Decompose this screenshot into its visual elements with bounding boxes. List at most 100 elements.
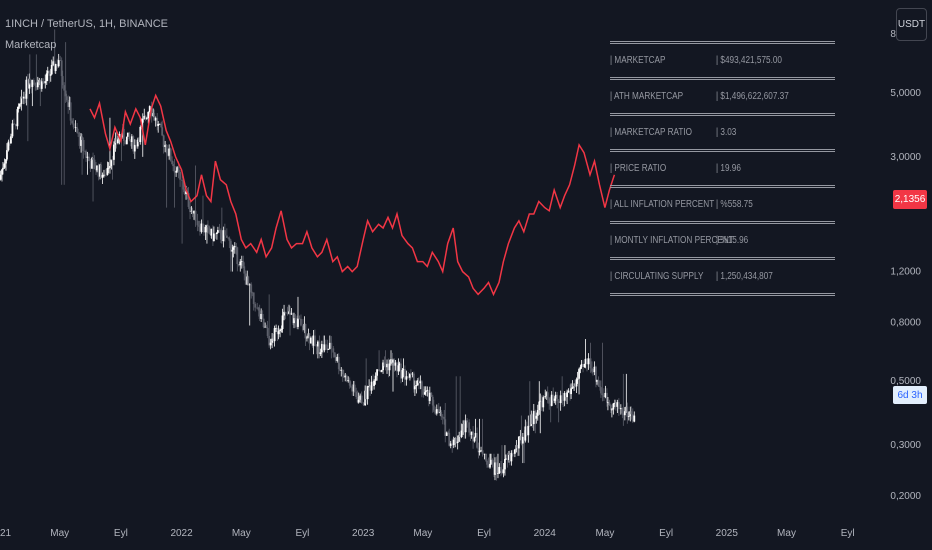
x-tick-label: Eyl <box>841 528 855 539</box>
candle-body <box>76 127 79 133</box>
candle-body <box>559 395 562 404</box>
candle-body <box>337 356 340 370</box>
candle-body <box>110 159 113 167</box>
candle-body <box>525 426 528 436</box>
candle-body <box>603 395 605 398</box>
candle-body <box>621 408 624 414</box>
candle-body <box>464 420 467 433</box>
candle-body <box>2 167 4 170</box>
candle-body <box>612 403 615 410</box>
candle-body <box>544 396 547 398</box>
candle-body <box>302 325 304 331</box>
candle-body <box>502 469 505 474</box>
candle-body <box>380 370 383 372</box>
candle-body <box>608 402 611 406</box>
candle-body <box>565 393 568 398</box>
candle-body <box>39 79 42 89</box>
candle-body <box>584 358 587 364</box>
candle-body <box>60 60 63 77</box>
candle-body <box>196 220 199 226</box>
candle-body <box>476 432 478 448</box>
candle-body <box>376 369 378 376</box>
candle-body <box>601 393 604 396</box>
candle-body <box>48 70 51 76</box>
candle-body <box>357 399 360 403</box>
candle-body <box>388 363 391 371</box>
candle-body <box>144 115 147 119</box>
candle-body <box>231 249 234 252</box>
candle-body <box>440 411 443 417</box>
candle-body <box>246 276 249 285</box>
candle-body <box>617 402 620 410</box>
candle-body <box>213 233 215 241</box>
candle-body <box>580 364 583 367</box>
candle-body <box>470 431 473 435</box>
candle-body <box>18 103 21 107</box>
candle-body <box>472 431 474 442</box>
candle-body <box>370 381 373 391</box>
candle-body <box>622 413 625 416</box>
info-value: | %558.75 <box>716 199 753 210</box>
candle-body <box>466 420 469 423</box>
candle-body <box>26 79 29 89</box>
candle-body <box>225 235 228 238</box>
candle-body <box>233 246 236 248</box>
currency-button[interactable]: USDT <box>896 8 927 41</box>
candle-body <box>310 337 312 344</box>
candle-body <box>449 443 452 446</box>
candle-body <box>296 320 298 327</box>
info-label: | ALL INFLATION PERCENT <box>610 199 715 210</box>
candle-body <box>277 331 280 335</box>
candle-body <box>91 158 93 169</box>
candle-body <box>324 344 327 346</box>
candle-body <box>208 227 211 234</box>
candle-body <box>279 329 281 332</box>
indicator-name[interactable]: Marketcap <box>5 39 57 51</box>
candle-body <box>576 378 579 380</box>
candle-body <box>57 60 60 67</box>
candle-body <box>232 247 235 250</box>
candle-body <box>524 426 527 441</box>
info-label: | MONTLY INFLATION PERCENT <box>610 235 734 246</box>
candle-body <box>593 366 596 373</box>
candle-body <box>7 141 10 151</box>
candle-body <box>327 348 330 350</box>
candle-body <box>99 164 101 177</box>
candle-body <box>548 398 551 404</box>
candle-body <box>486 460 488 465</box>
candle-body <box>322 344 325 351</box>
candle-body <box>113 144 115 160</box>
candle-body <box>539 400 542 402</box>
candle-body <box>397 365 400 372</box>
candle-body <box>359 395 362 400</box>
time-axis: 21 May Eyl 2022 May Eyl 2023 May Eyl 2024 May Eyl 20… <box>0 528 855 539</box>
candle-body <box>13 123 15 125</box>
candle-body <box>164 144 167 148</box>
candle-body <box>38 79 41 83</box>
candle-body <box>182 180 185 190</box>
candle-body <box>148 106 151 113</box>
candle-body <box>256 307 259 309</box>
candle-body <box>133 144 136 152</box>
candle-body <box>261 314 264 319</box>
candle-body <box>252 292 255 304</box>
candle-body <box>347 380 350 382</box>
candle-body <box>286 313 289 315</box>
candle-body <box>424 390 427 393</box>
candle-body <box>258 310 261 319</box>
candle-body <box>629 411 632 417</box>
candle-body <box>563 393 566 401</box>
candle-body <box>510 452 513 462</box>
symbol-title: 1INCH / TetherUS, 1H, BINANCE <box>5 18 169 30</box>
candle-body <box>244 273 247 285</box>
candle-body <box>374 375 377 381</box>
info-row-monthly-inflation: | MONTLY INFLATION PERCENT | %15.96 <box>610 221 835 257</box>
candle-body <box>97 165 100 177</box>
candle-body <box>268 335 271 346</box>
candle-body <box>452 439 455 446</box>
x-tick-label: 2023 <box>352 528 375 539</box>
candle-body <box>517 436 520 449</box>
candle-body <box>237 264 240 266</box>
candle-body <box>589 358 592 369</box>
